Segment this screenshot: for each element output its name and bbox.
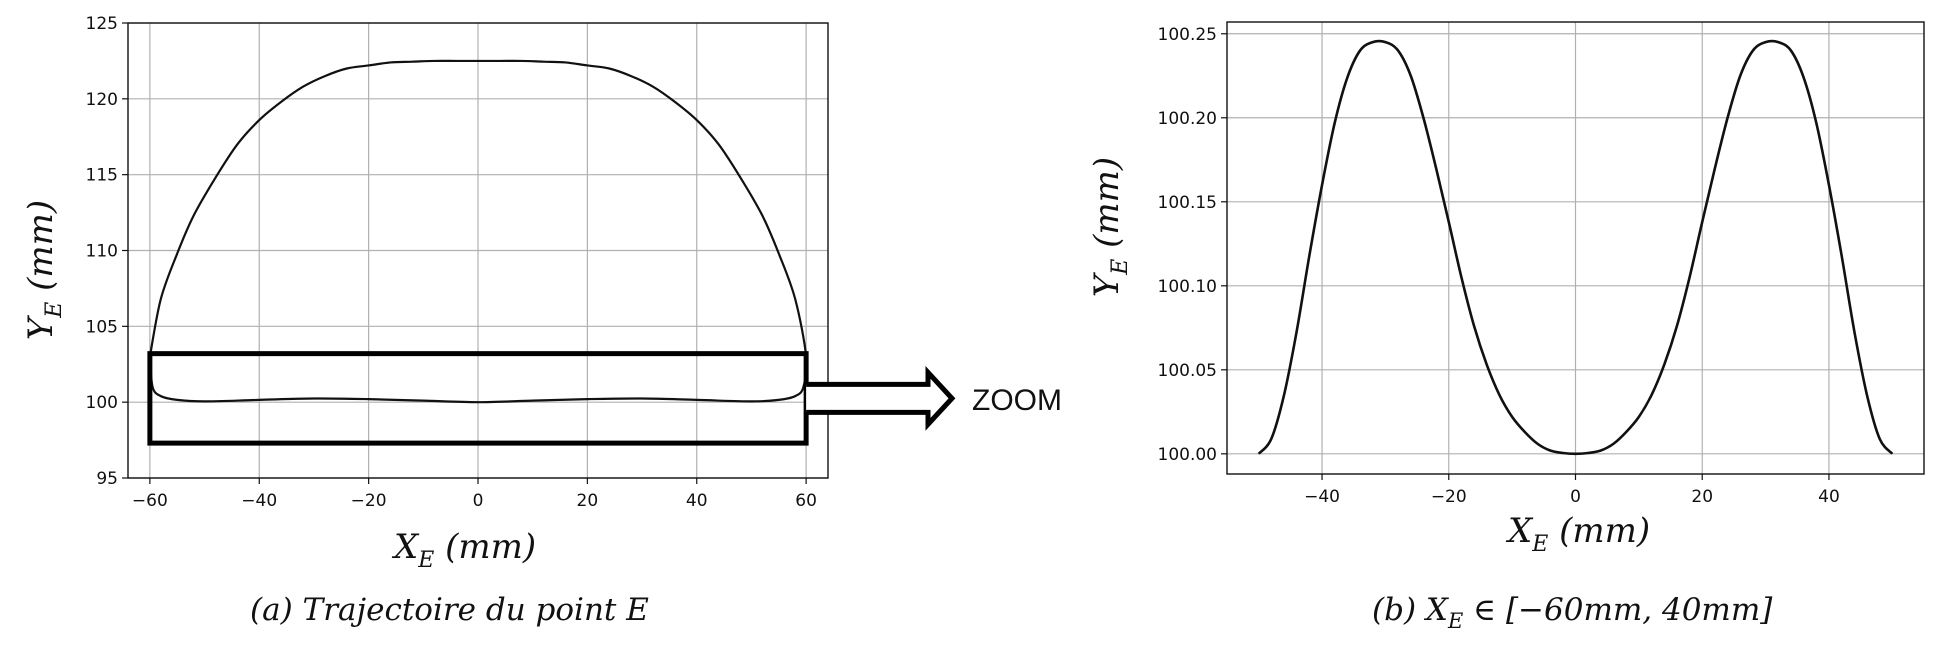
- panel-b-zoomed-line: [1257, 39, 1894, 456]
- a-y-tick-label: 100: [86, 393, 118, 413]
- panel-b: −40 −20 0 20 40 100.00100.05100.10100.15100.…: [1087, 21, 1925, 633]
- panel-b-caption: (b) XE ∈ [−60mm, 40mm]: [1372, 592, 1773, 633]
- a-y-tick-label: 115: [86, 166, 118, 186]
- a-x-tick-label: 40: [686, 491, 708, 511]
- b-x-tick-label: 0: [1570, 487, 1581, 507]
- b-y-tick-label: 100.15: [1158, 193, 1217, 213]
- b-y-tick-label: 100.10: [1158, 277, 1217, 297]
- b-x-tick-label: −40: [1304, 487, 1340, 507]
- a-x-tick-label: 20: [577, 491, 599, 511]
- b-x-tick-label: 20: [1691, 487, 1713, 507]
- panel-a-x-ticks: −60 −40 −20 0 20 40 60: [132, 478, 817, 511]
- b-x-tick-label: −20: [1431, 487, 1467, 507]
- panel-b-y-ticks: 100.00 100.05 100.10 100.15 100.20 100.25: [1158, 25, 1227, 465]
- b-y-tick-label: 100.00: [1158, 445, 1217, 465]
- panel-a-caption: (a) Trajectoire du point E: [250, 592, 649, 628]
- panel-a-grid: [128, 22, 828, 479]
- a-y-tick-label: 125: [86, 14, 118, 34]
- a-x-tick-label: 60: [795, 491, 817, 511]
- a-x-tick-label: 0: [473, 491, 484, 511]
- panel-a: −60 −40 −20 0 20 40 60 95 100 105 110 115 120 125 ZO…: [21, 14, 1062, 628]
- a-y-tick-label: 110: [86, 242, 118, 262]
- b-y-tick-label: 100.20: [1158, 109, 1217, 129]
- zoom-arrow-icon: [806, 365, 956, 431]
- a-x-tick-label: −20: [351, 491, 387, 511]
- panel-b-grid: [1227, 22, 1924, 474]
- b-x-tick-label: 40: [1818, 487, 1840, 507]
- panel-b-x-ticks: −40 −20 0 20 40: [1304, 474, 1840, 507]
- zoom-label: ZOOM: [972, 384, 1062, 417]
- a-x-tick-label: −40: [241, 491, 277, 511]
- panel-a-y-axis-label: YE (mm): [21, 200, 67, 340]
- panel-a-trajectory-line: [148, 59, 808, 404]
- panel-a-y-ticks: 95 100 105 110 115 120 125: [86, 14, 128, 489]
- b-y-tick-label: 100.05: [1158, 361, 1217, 381]
- b-y-tick-label: 100.25: [1158, 25, 1217, 45]
- a-y-tick-label: 120: [86, 90, 118, 110]
- a-y-tick-label: 105: [86, 317, 118, 337]
- panel-a-x-axis-label: XE (mm): [391, 527, 536, 573]
- panel-b-y-axis-label: YE (mm): [1087, 157, 1133, 297]
- a-x-tick-label: −60: [132, 491, 168, 511]
- panel-b-x-axis-label: XE (mm): [1505, 511, 1650, 557]
- a-y-tick-label: 95: [96, 469, 118, 489]
